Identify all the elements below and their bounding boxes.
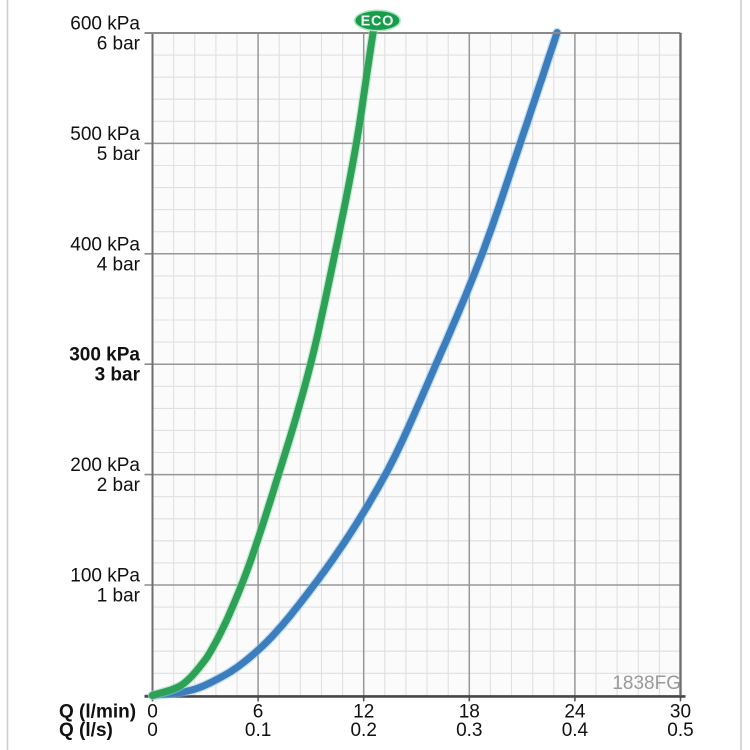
svg-text:0: 0 bbox=[147, 702, 158, 723]
svg-text:5 bar: 5 bar bbox=[97, 144, 141, 165]
svg-text:6 bar: 6 bar bbox=[97, 34, 141, 55]
svg-text:0.1: 0.1 bbox=[245, 720, 271, 741]
svg-text:200 kPa: 200 kPa bbox=[70, 455, 140, 476]
svg-text:0.3: 0.3 bbox=[456, 720, 482, 741]
svg-text:0: 0 bbox=[147, 720, 158, 741]
svg-text:Q (l/min): Q (l/min) bbox=[59, 702, 136, 723]
svg-text:2 bar: 2 bar bbox=[97, 475, 141, 496]
svg-text:4 bar: 4 bar bbox=[97, 254, 141, 275]
svg-text:300 kPa: 300 kPa bbox=[69, 345, 140, 366]
svg-text:1838FG: 1838FG bbox=[612, 673, 681, 694]
svg-text:600 kPa: 600 kPa bbox=[70, 14, 140, 35]
svg-text:12: 12 bbox=[353, 702, 374, 723]
svg-text:3 bar: 3 bar bbox=[95, 365, 141, 386]
svg-text:400 kPa: 400 kPa bbox=[70, 234, 140, 255]
svg-text:1 bar: 1 bar bbox=[97, 586, 141, 607]
svg-text:24: 24 bbox=[564, 702, 586, 723]
svg-text:100 kPa: 100 kPa bbox=[70, 566, 140, 587]
svg-text:Q (l/s): Q (l/s) bbox=[59, 720, 113, 741]
svg-text:0.5: 0.5 bbox=[667, 720, 693, 741]
svg-text:500 kPa: 500 kPa bbox=[70, 124, 140, 145]
svg-text:0.2: 0.2 bbox=[350, 720, 376, 741]
svg-text:ECO: ECO bbox=[361, 14, 395, 30]
svg-text:0.4: 0.4 bbox=[562, 720, 589, 741]
svg-text:18: 18 bbox=[459, 702, 480, 723]
svg-text:30: 30 bbox=[670, 702, 691, 723]
svg-text:6: 6 bbox=[253, 702, 264, 723]
